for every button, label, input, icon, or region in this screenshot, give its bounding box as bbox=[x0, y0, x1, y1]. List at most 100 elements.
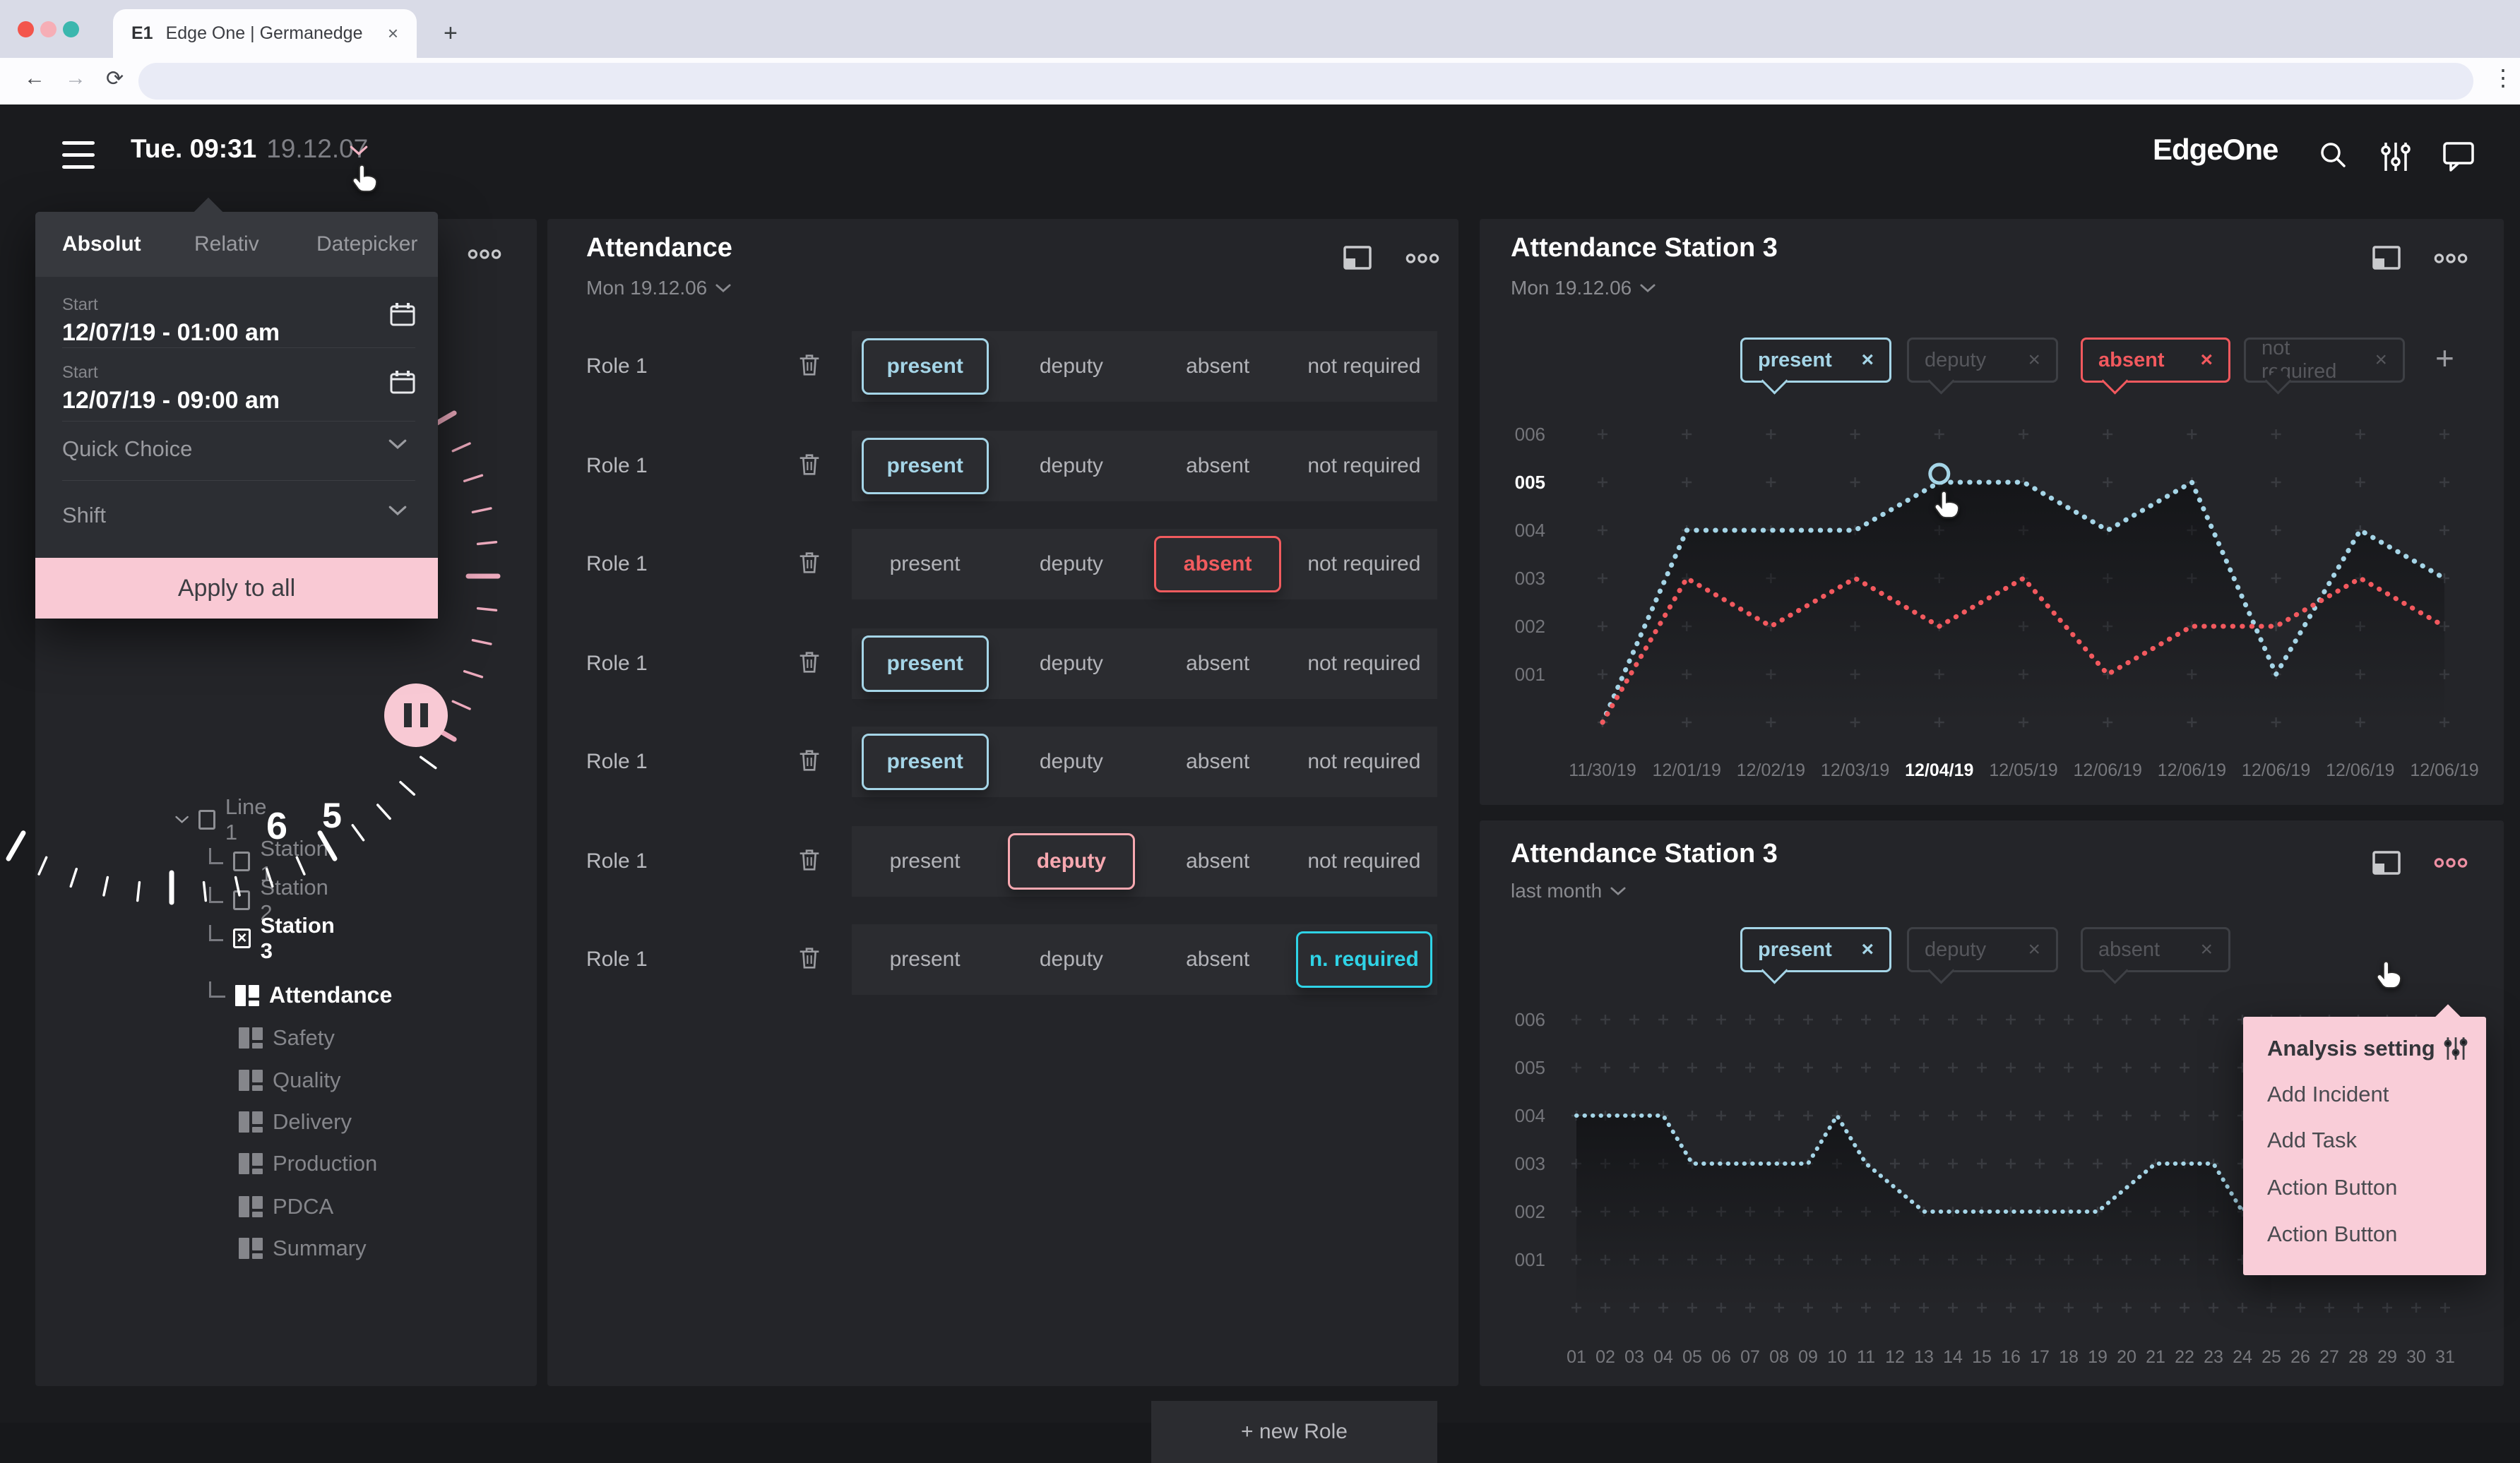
filter-chip-absent[interactable]: absent × bbox=[2081, 338, 2230, 395]
option-not-required[interactable]: not required bbox=[1307, 454, 1421, 477]
tree-item-line-1[interactable]: Line 1 bbox=[175, 794, 273, 845]
datetime-control[interactable]: Tue. 09:31 19.12.07 bbox=[131, 134, 368, 164]
option-present[interactable]: present bbox=[852, 438, 998, 494]
series-line-absent[interactable] bbox=[1600, 575, 2447, 725]
tree-item-safety[interactable]: Safety bbox=[239, 1025, 335, 1051]
back-icon[interactable]: ← bbox=[24, 66, 45, 90]
option-selected[interactable]: present bbox=[861, 734, 989, 790]
chip-close-icon[interactable]: × bbox=[2200, 348, 2213, 371]
url-input[interactable]: ☆ bbox=[138, 63, 2473, 100]
trash-icon[interactable] bbox=[798, 352, 852, 381]
option-not-required[interactable]: not required bbox=[1307, 354, 1421, 378]
option-deputy[interactable]: deputy bbox=[1039, 552, 1103, 575]
traffic-close-button[interactable] bbox=[18, 21, 34, 37]
attendance-line-chart-month[interactable]: 01 02 03 04 05 06 07 08 09 10 11 12 13 14 15 16 17 18 19 20… bbox=[1480, 820, 2504, 1385]
option-not-required[interactable]: not required bbox=[1307, 849, 1421, 873]
option-absent[interactable]: absent bbox=[1145, 536, 1291, 592]
option-deputy[interactable]: deputy bbox=[1039, 750, 1103, 773]
option-not-required[interactable]: not required bbox=[1307, 652, 1421, 675]
option-selected[interactable]: n. required bbox=[1295, 931, 1432, 988]
search-icon[interactable] bbox=[2318, 141, 2349, 172]
option-present[interactable]: present bbox=[852, 338, 998, 395]
browser-menu-icon[interactable]: ⋮ bbox=[2492, 65, 2514, 90]
option-not-required[interactable]: not required bbox=[1307, 750, 1421, 773]
option-absent[interactable]: absent bbox=[1186, 750, 1250, 773]
left-panel-more-icon[interactable] bbox=[468, 249, 501, 260]
menu-item-action-button[interactable]: Action Button bbox=[2267, 1222, 2469, 1247]
trash-icon[interactable] bbox=[798, 452, 852, 481]
datetime-chevron-icon[interactable] bbox=[350, 145, 368, 156]
attendance-line-chart-week[interactable]: 11/30/19 12/01/19 12/02/19 12/03/19 12/04/19… bbox=[1480, 219, 2504, 805]
option-deputy[interactable]: deputy bbox=[1039, 652, 1103, 675]
hamburger-menu-icon[interactable] bbox=[62, 141, 95, 169]
option-present[interactable]: present bbox=[889, 849, 961, 873]
option-selected[interactable]: present bbox=[861, 438, 989, 494]
menu-item-analysis-setting[interactable]: Analysis setting bbox=[2267, 1035, 2469, 1062]
option-selected[interactable]: absent bbox=[1154, 536, 1282, 592]
chip-close-icon[interactable]: × bbox=[1861, 348, 1874, 371]
chip-close-icon[interactable]: × bbox=[2375, 348, 2387, 371]
option-not-required[interactable]: n. required bbox=[1291, 931, 1437, 988]
chip-close-icon[interactable]: × bbox=[2028, 938, 2040, 961]
attendance-expand-icon[interactable] bbox=[1343, 246, 1372, 270]
option-present[interactable]: present bbox=[852, 635, 998, 692]
calendar-icon[interactable] bbox=[390, 302, 415, 326]
tree-item-delivery[interactable]: Delivery bbox=[239, 1109, 352, 1135]
option-absent[interactable]: absent bbox=[1186, 454, 1250, 477]
option-selected[interactable]: present bbox=[861, 338, 989, 395]
menu-item-add-incident[interactable]: Add Incident bbox=[2267, 1082, 2469, 1107]
tree-item-pdca[interactable]: PDCA bbox=[239, 1194, 333, 1219]
tree-item-summary[interactable]: Summary bbox=[239, 1236, 367, 1261]
add-role-button[interactable]: + new Role bbox=[1151, 1401, 1437, 1463]
filter-chip-deputy[interactable]: deputy × bbox=[1907, 927, 2058, 984]
option-absent[interactable]: absent bbox=[1186, 652, 1250, 675]
option-deputy[interactable]: deputy bbox=[1039, 454, 1103, 477]
option-selected[interactable]: deputy bbox=[1007, 833, 1135, 890]
trash-icon[interactable] bbox=[798, 945, 852, 974]
tab-close-icon[interactable]: × bbox=[387, 23, 398, 44]
option-deputy[interactable]: deputy bbox=[998, 833, 1144, 890]
option-present[interactable]: present bbox=[852, 734, 998, 790]
option-present[interactable]: present bbox=[889, 948, 961, 971]
tree-item-production[interactable]: Production bbox=[239, 1151, 377, 1176]
quick-choice-chevron-icon[interactable] bbox=[388, 439, 407, 450]
apply-to-all-button[interactable]: Apply to all bbox=[35, 558, 438, 619]
chip-close-icon[interactable]: × bbox=[1861, 938, 1874, 961]
forward-icon[interactable]: → bbox=[65, 66, 86, 90]
add-filter-chip-button[interactable]: + bbox=[2435, 340, 2454, 376]
menu-item-action-button[interactable]: Action Button bbox=[2267, 1175, 2469, 1200]
traffic-minimize-button[interactable] bbox=[40, 21, 57, 37]
new-tab-button[interactable]: + bbox=[444, 20, 458, 47]
tree-expand-chevron-icon[interactable] bbox=[175, 815, 189, 825]
tree-item-attendance[interactable]: Attendance bbox=[209, 981, 392, 1008]
checkbox-checked[interactable]: × bbox=[233, 928, 251, 948]
traffic-zoom-button[interactable] bbox=[63, 21, 79, 37]
calendar-icon[interactable] bbox=[390, 370, 415, 394]
option-deputy[interactable]: deputy bbox=[1039, 948, 1103, 971]
option-present[interactable]: present bbox=[889, 552, 961, 575]
shift-chevron-icon[interactable] bbox=[388, 506, 407, 516]
attendance-more-icon[interactable] bbox=[1405, 253, 1439, 264]
attendance-subtitle[interactable]: Mon 19.12.06 bbox=[586, 277, 731, 299]
filter-chip-deputy[interactable]: deputy × bbox=[1907, 338, 2058, 395]
chat-icon[interactable] bbox=[2442, 141, 2475, 172]
tree-item-quality[interactable]: Quality bbox=[239, 1068, 340, 1093]
filter-chip-present[interactable]: present × bbox=[1740, 927, 1891, 984]
option-absent[interactable]: absent bbox=[1186, 948, 1250, 971]
option-not-required[interactable]: not required bbox=[1307, 552, 1421, 575]
tab-relativ[interactable]: Relativ bbox=[194, 232, 259, 256]
chart-bottom-subtitle[interactable]: last month bbox=[1511, 880, 1626, 902]
checkbox[interactable] bbox=[232, 852, 251, 871]
start-field-1[interactable]: Start 12/07/19 - 01:00 am bbox=[62, 295, 280, 347]
trash-icon[interactable] bbox=[798, 550, 852, 579]
chart-top-subtitle[interactable]: Mon 19.12.06 bbox=[1511, 277, 1656, 299]
pause-button[interactable] bbox=[384, 683, 448, 747]
option-selected[interactable]: present bbox=[861, 635, 989, 692]
filter-chip-present[interactable]: present × bbox=[1740, 338, 1891, 395]
browser-tab[interactable]: E1 Edge One | Germanedge × bbox=[113, 9, 417, 58]
checkbox[interactable] bbox=[198, 810, 215, 830]
reload-icon[interactable]: ⟳ bbox=[106, 67, 124, 90]
series-line-present[interactable] bbox=[1574, 1111, 2274, 1216]
tree-item-station-3[interactable]: × Station 3 bbox=[209, 913, 339, 964]
chip-close-icon[interactable]: × bbox=[2200, 938, 2213, 961]
